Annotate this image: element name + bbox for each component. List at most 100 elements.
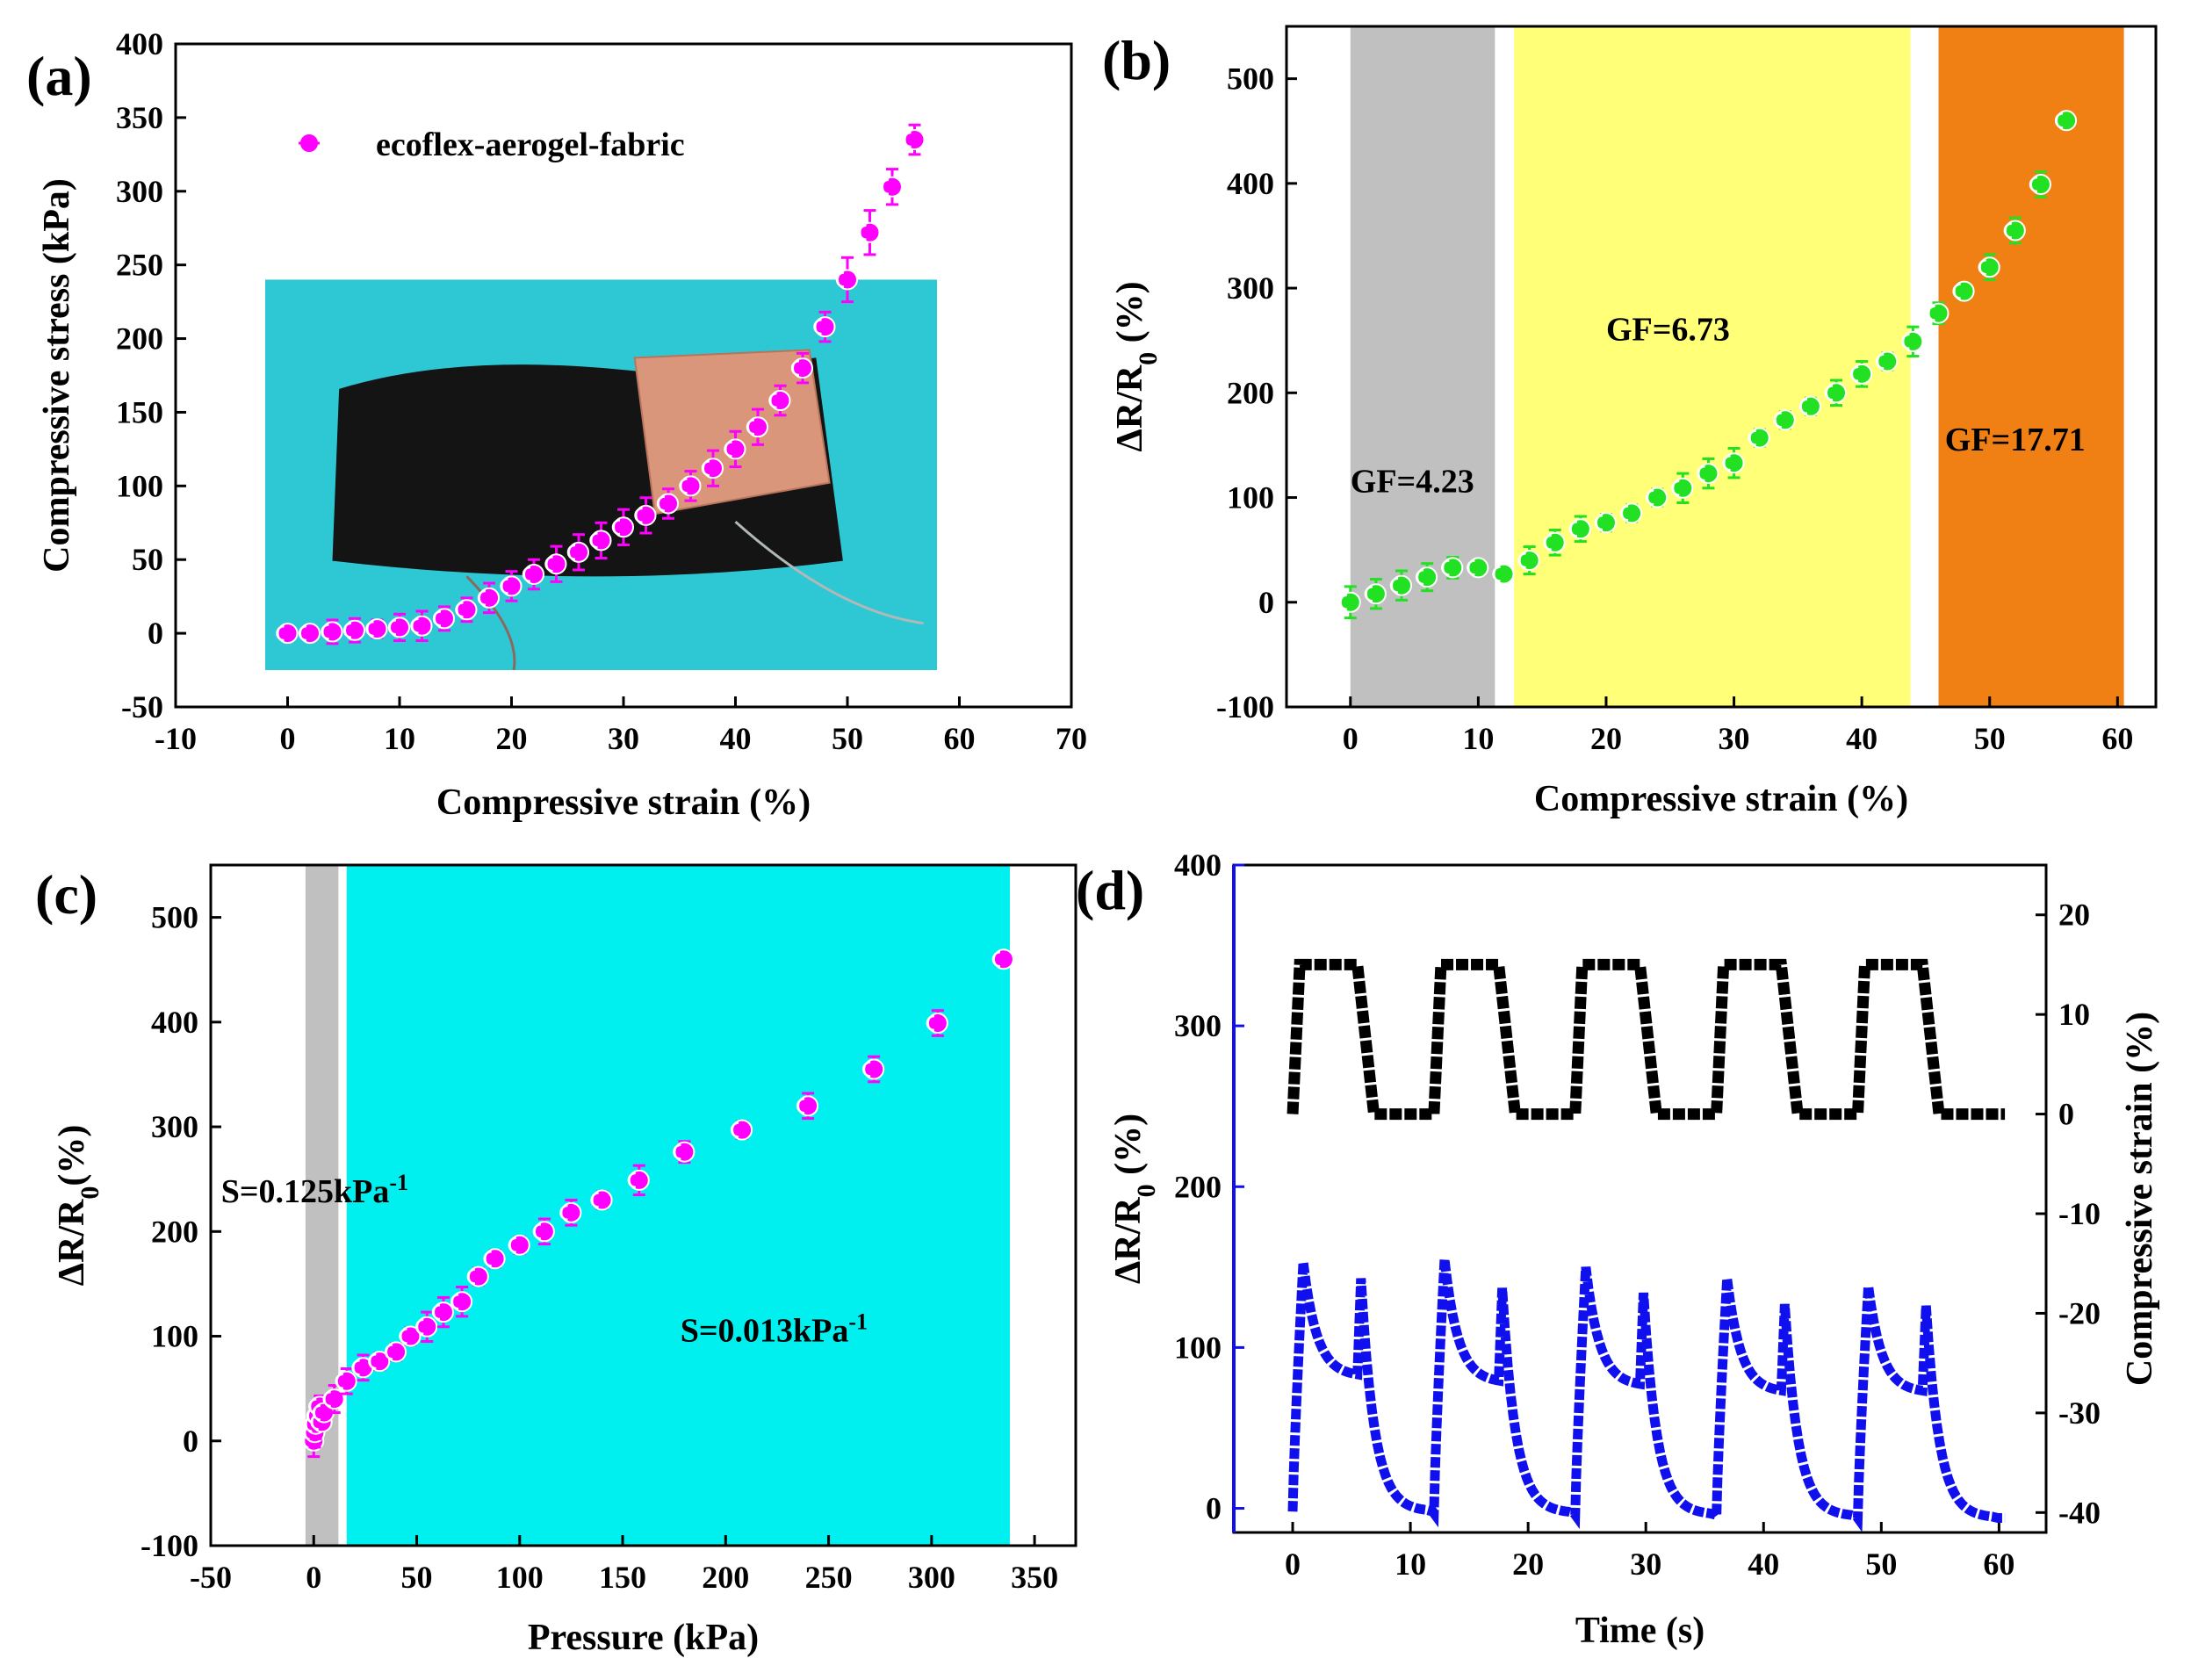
marker-highlight	[1415, 568, 1424, 586]
marker-highlight	[522, 566, 531, 583]
y-tick-label: 100	[116, 468, 163, 503]
y-tick-label: 300	[1174, 1008, 1222, 1043]
marker-highlight	[1671, 479, 1680, 497]
y-tick-label: 250	[116, 248, 163, 283]
data-point	[342, 616, 365, 644]
marker-highlight	[544, 556, 553, 573]
data-point	[351, 1353, 374, 1382]
data-point	[611, 508, 634, 546]
x-tick-label: 10	[1462, 721, 1494, 756]
y-tick-label: 100	[151, 1319, 198, 1354]
data-point	[466, 1265, 489, 1287]
marker-highlight	[1517, 552, 1526, 569]
data-point	[656, 487, 679, 520]
marker-highlight	[611, 519, 621, 536]
y-tick-label: 300	[116, 174, 163, 209]
data-point	[477, 581, 500, 615]
inset-photo	[265, 279, 937, 671]
marker-highlight	[477, 589, 486, 607]
y-tick-label: 200	[1174, 1169, 1222, 1204]
marker-highlight	[351, 1359, 360, 1376]
marker-highlight	[1697, 465, 1705, 482]
wire	[465, 575, 516, 671]
data-point	[2054, 110, 2078, 132]
marker-highlight	[322, 1390, 331, 1408]
data-point	[1467, 557, 1489, 579]
data-point	[432, 605, 455, 632]
y2-tick-label: 20	[2058, 898, 2090, 933]
data-point	[566, 533, 589, 572]
data-point	[399, 1325, 422, 1347]
data-point	[813, 310, 836, 343]
x-axis-title: Pressure (kPa)	[528, 1618, 759, 1658]
marker-highlight	[768, 392, 777, 409]
x-tick-label: 150	[599, 1560, 646, 1595]
y-tick-label: 100	[1174, 1330, 1222, 1365]
panel-label: (a)	[26, 45, 92, 107]
data-point	[415, 1310, 438, 1343]
wire	[734, 520, 924, 625]
data-point	[1619, 502, 1643, 524]
chart-panel-b: 0 10 20 30 40 50 60 -100 0 100 200 300 400 500 GF=4.23…	[1102, 25, 2158, 819]
x-tick-label: 0	[1285, 1547, 1301, 1582]
y-axis-title: ΔR/R0 (%)	[1108, 1114, 1161, 1284]
y-tick-label: 300	[1227, 270, 1274, 306]
y2-axis-title: Compressive strain (%)	[2120, 1012, 2160, 1386]
data-point	[790, 351, 813, 385]
plot-frame	[1285, 25, 2158, 709]
data-point	[724, 429, 746, 469]
x-tick-label: 30	[1719, 721, 1750, 756]
x-tick-label: 250	[805, 1560, 853, 1595]
marker-highlight	[466, 1268, 476, 1285]
marker-highlight	[590, 1192, 599, 1208]
data-point	[589, 521, 612, 560]
data-point	[880, 168, 903, 206]
marker-highlight	[1619, 505, 1629, 522]
data-point	[1722, 447, 1745, 479]
y-tick-label: 200	[151, 1214, 198, 1249]
data-point	[1338, 585, 1361, 620]
data-point	[1671, 472, 1694, 504]
annotation: GF=17.71	[1945, 422, 2086, 458]
marker-highlight	[1492, 566, 1501, 582]
marker-highlight	[790, 359, 800, 377]
data-point	[926, 1009, 948, 1037]
marker-highlight	[335, 1373, 343, 1390]
data-point	[1748, 427, 1770, 449]
data-point	[796, 1092, 819, 1121]
data-point	[634, 496, 657, 535]
y2-tick-label: 0	[2058, 1097, 2074, 1132]
data-point	[1927, 301, 1950, 326]
marker-highlight	[1543, 534, 1552, 552]
marker-highlight	[1646, 489, 1654, 506]
chart-panel-c: -50 0 50 100 150 200 250 300 350 -100 0 100 200 300 40…	[35, 863, 1077, 1658]
y2-tick-label: -30	[2058, 1395, 2101, 1431]
data-point	[322, 1384, 345, 1415]
x-tick-label: 0	[280, 721, 296, 756]
data-point	[1517, 545, 1540, 576]
data-point	[1415, 562, 1438, 593]
plot-frame	[209, 863, 1077, 1547]
data-point	[532, 1217, 555, 1246]
data-point	[590, 1189, 613, 1211]
data-point	[431, 1295, 455, 1329]
marker-highlight	[483, 1251, 492, 1267]
marker-highlight	[1876, 353, 1885, 370]
data-point	[368, 1351, 391, 1373]
y-tick-label: 400	[1227, 166, 1274, 201]
annotation: S=0.013kPa-1	[681, 1309, 868, 1350]
strain-series-line	[1286, 958, 2006, 1121]
data-point	[321, 618, 343, 645]
x-axis-title: Time (s)	[1575, 1611, 1705, 1651]
x-tick-label: 10	[1395, 1547, 1426, 1582]
x-tick-label: 350	[1011, 1560, 1058, 1595]
x-tick-label: 60	[2101, 721, 2133, 756]
y-tick-label: 500	[151, 900, 198, 935]
marker-highlight	[1901, 333, 1910, 350]
data-point	[544, 544, 567, 583]
x-tick-label: 50	[1974, 721, 2006, 756]
x-axis-title: Compressive strain (%)	[436, 782, 811, 823]
x-tick-label: 10	[384, 721, 415, 756]
x-tick-label: 50	[401, 1560, 433, 1595]
